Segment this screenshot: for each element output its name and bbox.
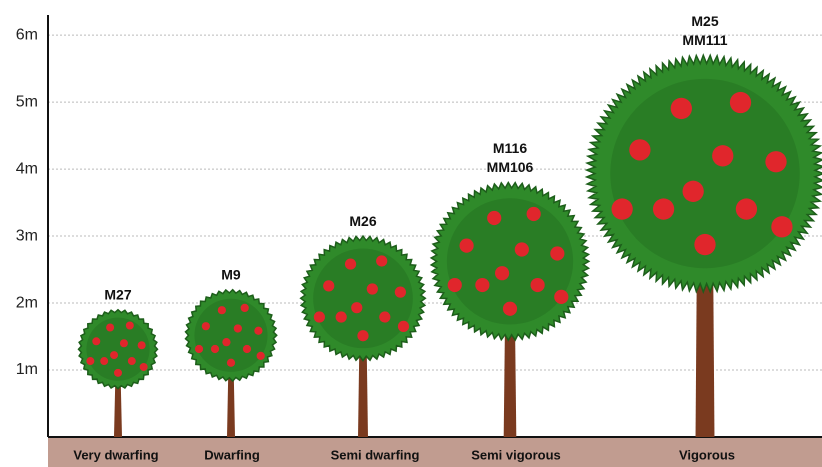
apple [194,344,204,354]
apple [86,357,95,366]
category-label: Semi dwarfing [331,447,420,462]
apple [652,198,675,220]
apple [335,311,347,323]
category-label: Dwarfing [204,447,260,462]
apple [475,277,490,293]
apple [357,330,369,342]
canopy-shade [194,298,268,372]
apple [233,324,242,333]
apple [514,242,529,257]
apple [694,233,716,256]
apple [256,351,265,360]
apple [735,198,758,220]
apple [137,341,146,350]
category-label: Semi vigorous [471,447,561,462]
apple [114,368,122,377]
apple [550,246,565,261]
apple [366,283,378,295]
rootstock-label: M116 [493,140,527,156]
apple [222,338,231,347]
apple [487,210,502,226]
apple [226,358,236,367]
apple [611,198,633,220]
y-tick-label: 2m [16,294,38,311]
apple [771,216,793,238]
apple [254,326,263,335]
apple [201,322,210,331]
apple [344,258,357,270]
apple [313,311,325,323]
apple [629,139,651,161]
apple [110,351,119,360]
apple [526,206,541,222]
canopy-shade [446,198,574,325]
canopy-shade [610,78,800,269]
apple [127,357,136,366]
ground-band [48,437,822,467]
apple [459,238,474,253]
y-tick-label: 1m [16,361,38,378]
apple [210,344,220,354]
rootstock-label: MM111 [682,32,727,48]
rootstock-label: M25 [691,13,718,29]
y-tick-label: 3m [16,227,38,244]
apple [394,286,406,298]
apple [554,289,569,304]
apple [240,303,249,313]
y-tick-label: 5m [16,93,38,110]
apple [397,320,410,332]
apple [139,362,148,371]
apple [495,266,510,281]
category-label: Vigorous [679,447,735,462]
apple [125,321,134,330]
apple [670,97,692,120]
apple [323,280,335,292]
canopy-shade [313,248,413,349]
apple [242,344,252,354]
apple [100,357,109,366]
apple [530,277,545,293]
apple [765,151,787,173]
apple [119,339,128,348]
rootstock-label: M9 [221,266,241,282]
y-tick-label: 6m [16,26,38,43]
apple [712,145,734,167]
apple [351,302,363,314]
rootstock-label: MM106 [487,159,534,175]
canopy-shade [86,317,150,381]
apple [376,255,388,267]
apple [682,180,704,202]
category-label: Very dwarfing [73,447,158,462]
apple [502,301,518,316]
apple [106,323,115,332]
apple [447,277,462,293]
apple [217,306,226,315]
y-tick-label: 4m [16,160,38,177]
apple [92,337,101,346]
apple [729,91,752,114]
rootstock-label: M27 [104,286,131,302]
rootstock-label: M26 [349,213,376,229]
apple [379,311,391,323]
